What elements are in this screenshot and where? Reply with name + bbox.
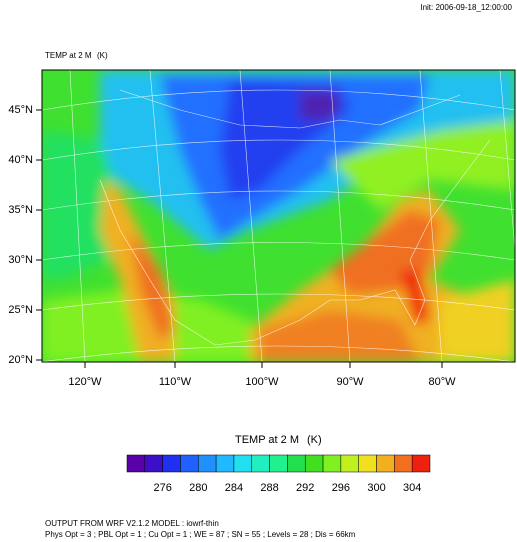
colorbar-box (322, 454, 342, 473)
colorbar-units: (K) (307, 434, 322, 446)
footer-line: OUTPUT FROM WRF V2.1.2 MODEL : iowrf-thi… (45, 519, 219, 528)
lon-label: 110°W (159, 376, 192, 388)
lat-label: 25°N (8, 304, 33, 316)
lon-label: 80°W (428, 376, 456, 388)
footer-line: Phys Opt = 3 ; PBL Opt = 1 ; Cu Opt = 1 … (45, 530, 356, 539)
colorbar-box (376, 454, 395, 473)
lat-label: 40°N (8, 154, 33, 166)
colorbar-tick-label: 276 (153, 482, 171, 494)
colorbar-tick-label: 280 (189, 482, 207, 494)
colorbar-tick-label: 296 (332, 482, 350, 494)
colorbar-tick-label: 300 (367, 482, 385, 494)
colorbar-box (287, 454, 306, 473)
lat-label: 20°N (8, 354, 33, 366)
temperature-field (42, 70, 515, 362)
colorbar-box (126, 454, 146, 473)
colorbar-tick-label: 304 (403, 482, 421, 494)
lat-label: 30°N (8, 254, 33, 266)
lon-label: 100°W (245, 376, 279, 388)
colorbar-box (304, 454, 324, 473)
colorbar-box (251, 454, 270, 473)
colorbar-box (340, 454, 359, 473)
colorbar-box (411, 454, 431, 473)
map-frame (41, 69, 516, 363)
colorbar-box (233, 454, 253, 473)
colorbar-box (394, 454, 413, 473)
colorbar-box (358, 454, 377, 473)
colorbar-box (215, 454, 235, 473)
init-time: Init: 2006-09-18_12:00:00 (420, 3, 512, 12)
lon-label: 90°W (336, 376, 364, 388)
lon-label: 120°W (68, 376, 102, 388)
colorbar-tick-label: 284 (225, 482, 243, 494)
colorbar-tick-label: 288 (260, 482, 278, 494)
colorbar-box (180, 454, 199, 473)
field-label: TEMP at 2 M (45, 51, 92, 60)
colorbar-box (144, 454, 163, 473)
lat-label: 45°N (8, 104, 33, 116)
lat-label: 35°N (8, 204, 33, 216)
colorbar-box (269, 454, 288, 473)
colorbar-tick-label: 292 (296, 482, 314, 494)
colorbar-box (162, 454, 181, 473)
colorbar-title: TEMP at 2 M (235, 434, 299, 446)
colorbar-box (198, 454, 217, 473)
field-units: (K) (97, 51, 108, 60)
